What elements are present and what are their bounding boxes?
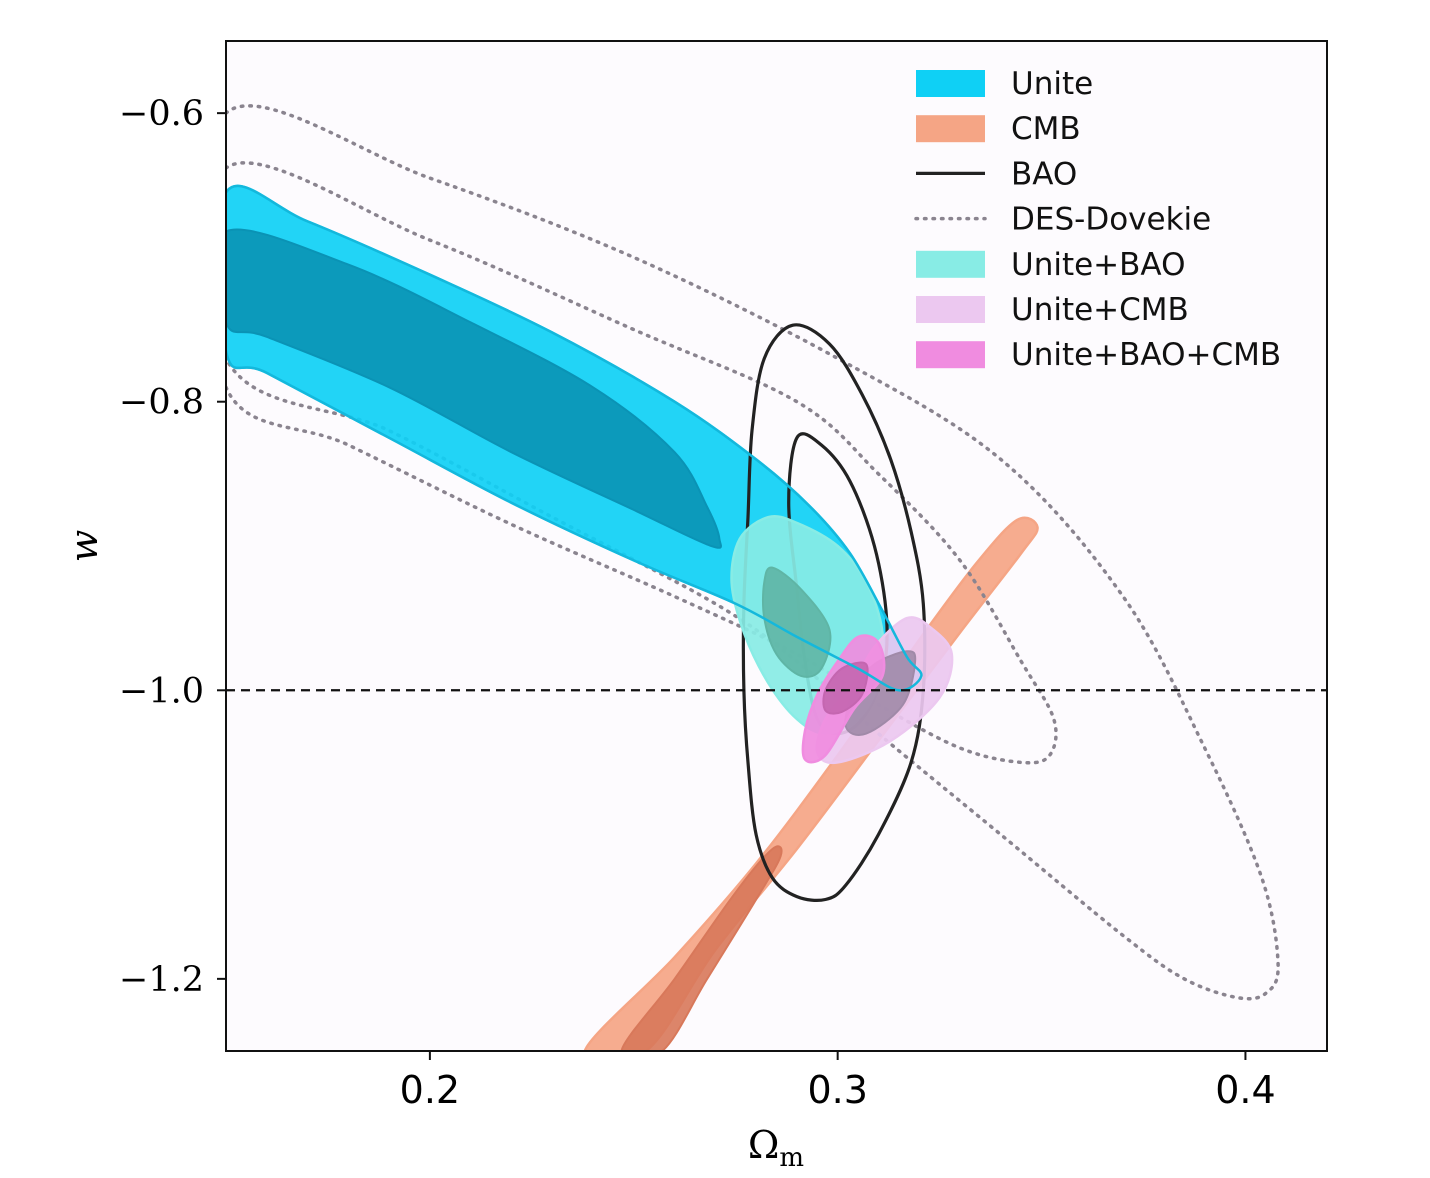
legend-label-cmb: CMB — [1011, 111, 1081, 147]
x-axis-label: Ωm — [748, 1123, 804, 1173]
x-tick-label: 0.3 — [807, 1068, 867, 1112]
legend-label-unite-bao: Unite+BAO — [1011, 247, 1185, 283]
unite-bao-cmb-contour-inner — [822, 661, 869, 715]
axis-ticks: 0.2 0.3 0.4 −0.6 −0.8 −1.0 −1.2 — [119, 94, 1276, 1112]
plot-frame — [225, 40, 1328, 1052]
y-tick-label: −0.8 — [119, 383, 204, 423]
legend-label-unite-bao-cmb: Unite+BAO+CMB — [1011, 337, 1281, 373]
legend-swatch-unite-bao — [916, 250, 985, 278]
legend-label-des-dovekie: DES-Dovekie — [1011, 202, 1211, 238]
legend-label-unite: Unite — [1011, 66, 1093, 102]
des-dovekie-contour-inner — [226, 161, 1058, 765]
legend-label-unite-cmb: Unite+CMB — [1011, 292, 1189, 328]
legend: Unite CMB BAO DES-Dovekie Unite+BAO Unite+CMB… — [914, 66, 1281, 373]
unite-contour-inner — [226, 228, 722, 549]
contour-layer — [226, 104, 1280, 1051]
legend-swatch-unite-bao-cmb — [916, 341, 985, 369]
legend-label-bao: BAO — [1011, 156, 1077, 192]
y-axis-label: w — [62, 530, 106, 563]
y-tick-label: −0.6 — [119, 94, 204, 134]
legend-swatch-unite — [916, 70, 985, 97]
y-tick-label: −1.2 — [119, 960, 204, 1000]
legend-swatch-cmb — [916, 115, 985, 143]
unite-contour-edge — [226, 184, 923, 692]
x-tick-label: 0.2 — [400, 1068, 460, 1112]
legend-swatch-unite-cmb — [916, 296, 985, 323]
cmb-contour-inner — [620, 845, 783, 1051]
unite-bao-contour-inner — [761, 566, 832, 678]
y-tick-label: −1.0 — [119, 671, 204, 711]
x-tick-label: 0.4 — [1215, 1068, 1275, 1112]
